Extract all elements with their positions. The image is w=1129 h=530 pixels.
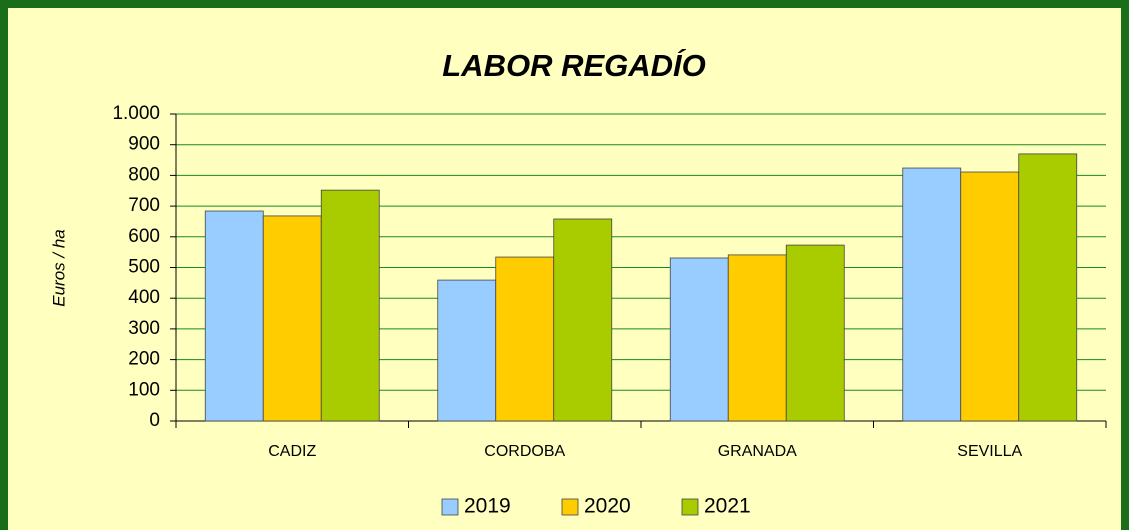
- y-tick-label: 800: [128, 164, 160, 185]
- bar: [960, 171, 1020, 422]
- bar: [437, 279, 497, 422]
- legend-label: 2019: [464, 495, 511, 518]
- y-tick-label: 0: [149, 410, 160, 431]
- y-tick-label: 1.000: [112, 103, 160, 124]
- x-tick-label: SEVILLA: [957, 443, 1022, 460]
- y-axis-title: Euros / ha: [49, 229, 68, 307]
- bar: [1018, 153, 1078, 422]
- bar: [262, 215, 322, 422]
- bar: [495, 256, 555, 422]
- y-tick-label: 400: [128, 287, 160, 308]
- x-tick-label: CADIZ: [268, 443, 316, 460]
- legend-swatch: [681, 498, 699, 516]
- legend-label: 2020: [584, 495, 631, 518]
- bar: [204, 210, 264, 422]
- bar: [902, 167, 962, 422]
- legend-swatch: [441, 498, 459, 516]
- chart-title: LABOR REGADÍO: [442, 48, 706, 83]
- y-tick-label: 500: [128, 257, 160, 278]
- y-tick-label: 300: [128, 318, 160, 339]
- y-tick-label: 600: [128, 226, 160, 247]
- bar: [785, 244, 845, 422]
- y-tick-label: 200: [128, 349, 160, 370]
- legend-swatch: [561, 498, 579, 516]
- bar: [553, 218, 613, 422]
- bar: [727, 254, 787, 422]
- y-tick-label: 700: [128, 195, 160, 216]
- x-tick-label: GRANADA: [718, 443, 797, 460]
- legend-label: 2021: [704, 495, 751, 518]
- y-tick-label: 100: [128, 379, 160, 400]
- bar: [320, 189, 380, 422]
- y-tick-label: 900: [128, 134, 160, 155]
- x-tick-label: CORDOBA: [484, 443, 565, 460]
- bar: [669, 257, 729, 422]
